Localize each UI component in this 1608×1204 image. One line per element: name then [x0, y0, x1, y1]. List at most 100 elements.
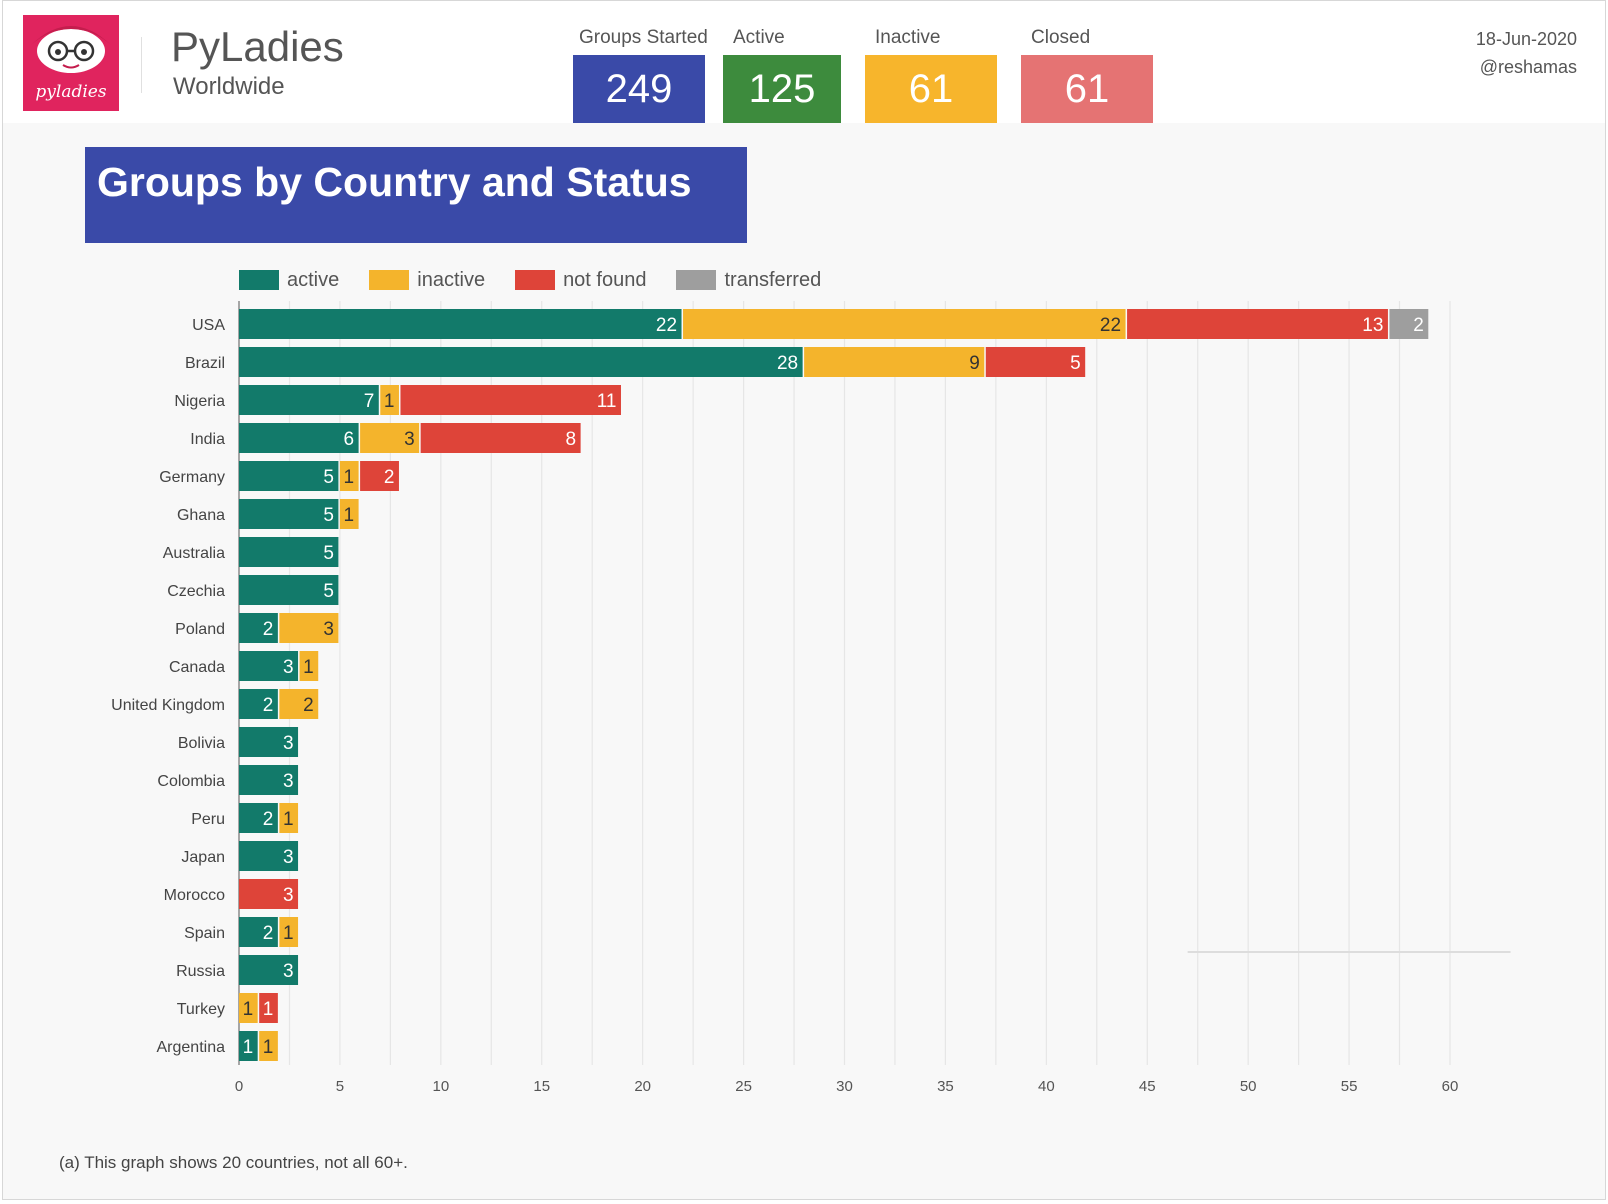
category-label: Poland [175, 621, 225, 638]
data-label: 5 [323, 543, 334, 564]
header-divider [141, 37, 142, 93]
category-label: USA [192, 317, 225, 334]
data-label: 1 [303, 657, 314, 678]
bar-segment [360, 461, 399, 491]
bar-segment [239, 499, 339, 529]
bar-segment [360, 423, 420, 453]
kpi-value: 249 [573, 55, 705, 123]
bar-segment [259, 1031, 278, 1061]
kpi-label: Active [733, 27, 785, 48]
legend-item: inactive [369, 269, 485, 292]
x-tick-label: 45 [1139, 1078, 1156, 1095]
data-label: 3 [323, 619, 334, 640]
x-tick-label: 40 [1038, 1078, 1055, 1095]
bar-segment [239, 347, 803, 377]
bar-segment [259, 993, 278, 1023]
data-label: 3 [283, 733, 294, 754]
kpi-inactive: Inactive 61 [865, 25, 997, 123]
legend-label: transferred [724, 268, 822, 291]
category-label: Morocco [164, 887, 225, 904]
legend-swatch [676, 270, 717, 290]
legend-item: not found [515, 269, 646, 292]
bar-segment [279, 917, 299, 947]
data-label: 1 [243, 999, 254, 1020]
category-label: Argentina [157, 1039, 226, 1056]
bar-segment [339, 499, 359, 529]
bar-segment [299, 651, 319, 681]
bar-segment [239, 537, 339, 567]
category-label: United Kingdom [111, 697, 225, 714]
x-tick-label: 55 [1341, 1078, 1358, 1095]
data-label: 6 [344, 429, 355, 450]
brand-title: PyLadies [171, 23, 344, 70]
bar-segment [239, 955, 299, 985]
data-label: 2 [384, 467, 395, 488]
x-tick-label: 50 [1240, 1078, 1257, 1095]
category-label: Japan [181, 849, 225, 866]
bar-segment [1389, 309, 1429, 339]
category-label: Turkey [177, 1001, 225, 1018]
data-label: 9 [969, 353, 980, 374]
kpi-value: 61 [1021, 55, 1153, 123]
legend-swatch [515, 270, 556, 290]
x-tick-label: 10 [432, 1078, 449, 1095]
data-label: 8 [566, 429, 577, 450]
bar-segment [279, 803, 299, 833]
data-label: 7 [364, 391, 375, 412]
data-label: 5 [1070, 353, 1081, 374]
x-tick-label: 20 [634, 1078, 651, 1095]
footnote: (a) This graph shows 20 countries, not a… [59, 1153, 408, 1172]
data-label: 5 [323, 467, 334, 488]
bar-segment [239, 993, 258, 1023]
bar-segment [239, 841, 299, 871]
kpi-label: Groups Started [579, 27, 708, 48]
bar-segment [804, 347, 985, 377]
bar-segment [239, 689, 278, 719]
category-label: Brazil [185, 355, 225, 372]
bar-segment [239, 765, 299, 795]
bar-segment [239, 613, 278, 643]
header-meta: 18-Jun-2020 @reshamas [1476, 25, 1577, 81]
data-label: 3 [283, 847, 294, 868]
data-label: 1 [283, 923, 294, 944]
category-label: Spain [184, 925, 225, 942]
category-label: Russia [176, 963, 225, 980]
legend-label: active [287, 268, 340, 291]
logo-wordmark: pyladies [35, 82, 106, 102]
data-label: 3 [283, 885, 294, 906]
bar-segment [239, 727, 299, 757]
data-label: 28 [777, 353, 798, 374]
data-label: 1 [283, 809, 294, 830]
data-label: 1 [384, 391, 395, 412]
report-date: 18-Jun-2020 [1475, 29, 1577, 49]
legend-swatch [369, 270, 410, 290]
data-label: 2 [303, 695, 314, 716]
data-label: 1 [344, 467, 355, 488]
data-label: 2 [263, 923, 274, 944]
bar-segment [239, 803, 278, 833]
data-label: 11 [597, 391, 617, 412]
chart-legend: active inactive not found transferred [239, 265, 851, 295]
bar-segment [1127, 309, 1388, 339]
author-handle: @reshamas [1479, 57, 1577, 77]
bar-segment [239, 917, 278, 947]
bar-segment [239, 309, 682, 339]
bar-segment [279, 689, 319, 719]
legend-item: active [239, 269, 339, 292]
bar-segment [985, 347, 1086, 377]
bar-segment [239, 575, 339, 605]
bar-segment [339, 461, 359, 491]
x-tick-label: 25 [735, 1078, 752, 1095]
x-tick-label: 60 [1442, 1078, 1459, 1095]
data-label: 5 [323, 505, 334, 526]
data-label: 1 [243, 1037, 254, 1058]
pyladies-logo: pyladies [23, 15, 119, 111]
bar-segment [239, 879, 299, 909]
category-label: Australia [163, 545, 225, 562]
kpi-value: 61 [865, 55, 997, 123]
category-label: Germany [159, 469, 225, 486]
x-tick-label: 15 [533, 1078, 550, 1095]
data-label: 2 [263, 619, 274, 640]
